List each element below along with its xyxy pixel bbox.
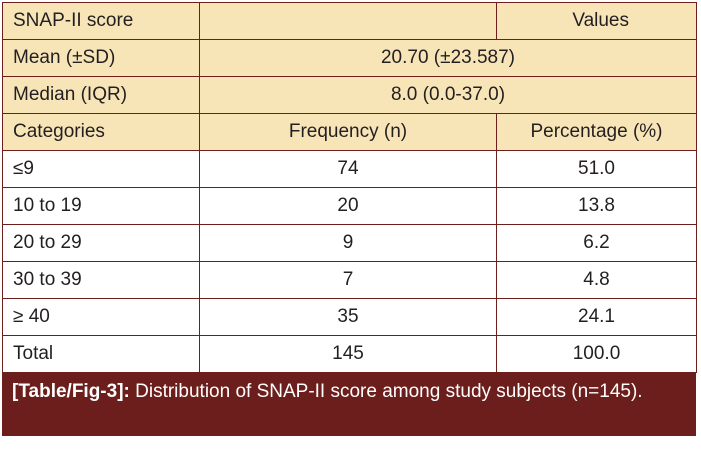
- caption-text: Distribution of SNAP-II score among stud…: [129, 381, 643, 402]
- mean-row: Mean (±SD) 20.70 (±23.587): [2, 39, 697, 77]
- table-row: 20 to 29 9 6.2: [2, 224, 697, 262]
- figure-caption: [Table/Fig-3]: Distribution of SNAP-II s…: [2, 372, 696, 436]
- category-cell: ≤9: [2, 150, 200, 188]
- percentage-cell: 24.1: [496, 298, 697, 336]
- snap-score-table: SNAP-II score Values Mean (±SD) 20.70 (±…: [2, 2, 697, 373]
- frequency-cell: 7: [199, 261, 497, 299]
- column-header-categories: Categories: [2, 113, 200, 151]
- table-row: 30 to 39 7 4.8: [2, 261, 697, 299]
- header-values: Values: [496, 2, 697, 40]
- category-cell: 30 to 39: [2, 261, 200, 299]
- header-empty: [199, 2, 497, 40]
- category-cell: ≥ 40: [2, 298, 200, 336]
- column-header-frequency: Frequency (n): [199, 113, 497, 151]
- table-row: 10 to 19 20 13.8: [2, 187, 697, 225]
- percentage-cell: 13.8: [496, 187, 697, 225]
- frequency-cell: 9: [199, 224, 497, 262]
- median-row: Median (IQR) 8.0 (0.0-37.0): [2, 76, 697, 114]
- median-value: 8.0 (0.0-37.0): [199, 76, 697, 114]
- frequency-cell: 35: [199, 298, 497, 336]
- percentage-cell: 51.0: [496, 150, 697, 188]
- total-row: Total 145 100.0: [2, 335, 697, 373]
- category-cell: Total: [2, 335, 200, 373]
- category-cell: 10 to 19: [2, 187, 200, 225]
- column-header-percentage: Percentage (%): [496, 113, 697, 151]
- table-row: ≤9 74 51.0: [2, 150, 697, 188]
- median-label: Median (IQR): [2, 76, 200, 114]
- mean-label: Mean (±SD): [2, 39, 200, 77]
- table-row: ≥ 40 35 24.1: [2, 298, 697, 336]
- frequency-cell: 145: [199, 335, 497, 373]
- caption-label: [Table/Fig-3]:: [12, 381, 130, 402]
- category-cell: 20 to 29: [2, 224, 200, 262]
- percentage-cell: 6.2: [496, 224, 697, 262]
- column-header-row: Categories Frequency (n) Percentage (%): [2, 113, 697, 151]
- table-figure: SNAP-II score Values Mean (±SD) 20.70 (±…: [2, 2, 697, 436]
- percentage-cell: 4.8: [496, 261, 697, 299]
- mean-value: 20.70 (±23.587): [199, 39, 697, 77]
- header-snap-score: SNAP-II score: [2, 2, 200, 40]
- percentage-cell: 100.0: [496, 335, 697, 373]
- frequency-cell: 74: [199, 150, 497, 188]
- frequency-cell: 20: [199, 187, 497, 225]
- header-row: SNAP-II score Values: [2, 2, 697, 40]
